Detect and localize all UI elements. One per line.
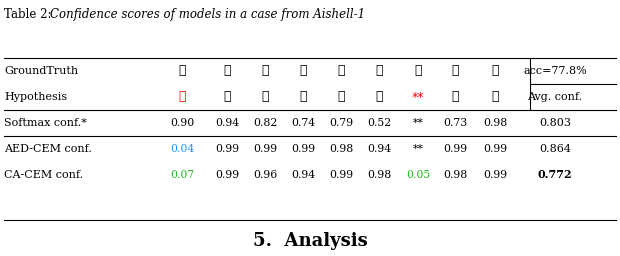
Text: 罗: 罗 <box>337 65 345 78</box>
Text: GroundTruth: GroundTruth <box>4 66 78 76</box>
Text: 0.52: 0.52 <box>367 118 391 128</box>
Text: 0.94: 0.94 <box>367 144 391 154</box>
Text: 0.99: 0.99 <box>443 144 467 154</box>
Text: 国: 国 <box>223 65 231 78</box>
Text: 0.82: 0.82 <box>253 118 277 128</box>
Text: 0.79: 0.79 <box>329 118 353 128</box>
Text: 0.94: 0.94 <box>291 170 315 180</box>
Text: 0.99: 0.99 <box>329 170 353 180</box>
Text: 卡: 卡 <box>299 91 307 103</box>
Text: 0.73: 0.73 <box>443 118 467 128</box>
Text: **: ** <box>413 144 423 154</box>
Text: AED-CEM conf.: AED-CEM conf. <box>4 144 92 154</box>
Text: 国: 国 <box>223 91 231 103</box>
Text: 0.98: 0.98 <box>329 144 353 154</box>
Text: 0.864: 0.864 <box>539 144 571 154</box>
Text: 0.96: 0.96 <box>253 170 277 180</box>
Text: 0.74: 0.74 <box>291 118 315 128</box>
Text: 0.99: 0.99 <box>483 170 507 180</box>
Text: Hypothesis: Hypothesis <box>4 92 67 102</box>
Text: Table 2:: Table 2: <box>4 8 55 21</box>
Text: 东: 东 <box>261 65 268 78</box>
Text: 美: 美 <box>179 65 186 78</box>
Text: CA-CEM conf.: CA-CEM conf. <box>4 170 83 180</box>
Text: Confidence scores of models in a case from Aishell-1: Confidence scores of models in a case fr… <box>50 8 365 21</box>
Text: 大: 大 <box>451 91 459 103</box>
Text: 东: 东 <box>261 91 268 103</box>
Text: 0.07: 0.07 <box>170 170 194 180</box>
Text: 0.772: 0.772 <box>538 169 572 180</box>
Text: 0.99: 0.99 <box>215 144 239 154</box>
Text: 0.94: 0.94 <box>215 118 239 128</box>
Text: 0.98: 0.98 <box>367 170 391 180</box>
Text: 北: 北 <box>179 91 186 103</box>
Text: 0.99: 0.99 <box>291 144 315 154</box>
Text: 5.  Analysis: 5. Analysis <box>252 232 368 250</box>
Text: Softmax conf.*: Softmax conf.* <box>4 118 87 128</box>
Text: 0.05: 0.05 <box>406 170 430 180</box>
Text: 0.98: 0.98 <box>483 118 507 128</box>
Text: **: ** <box>412 91 424 103</box>
Text: acc=77.8%: acc=77.8% <box>523 66 587 76</box>
Text: Avg. conf.: Avg. conf. <box>528 92 583 102</box>
Text: 纳: 纳 <box>414 65 422 78</box>
Text: 学: 学 <box>491 65 498 78</box>
Text: 大: 大 <box>451 65 459 78</box>
Text: 0.803: 0.803 <box>539 118 571 128</box>
Text: 0.98: 0.98 <box>443 170 467 180</box>
Text: **: ** <box>413 118 423 128</box>
Text: 莱: 莱 <box>375 91 383 103</box>
Text: 0.90: 0.90 <box>170 118 194 128</box>
Text: 罗: 罗 <box>337 91 345 103</box>
Text: 0.99: 0.99 <box>215 170 239 180</box>
Text: 莱: 莱 <box>375 65 383 78</box>
Text: 卡: 卡 <box>299 65 307 78</box>
Text: 学: 学 <box>491 91 498 103</box>
Text: 0.99: 0.99 <box>253 144 277 154</box>
Text: 0.99: 0.99 <box>483 144 507 154</box>
Text: 0.04: 0.04 <box>170 144 194 154</box>
